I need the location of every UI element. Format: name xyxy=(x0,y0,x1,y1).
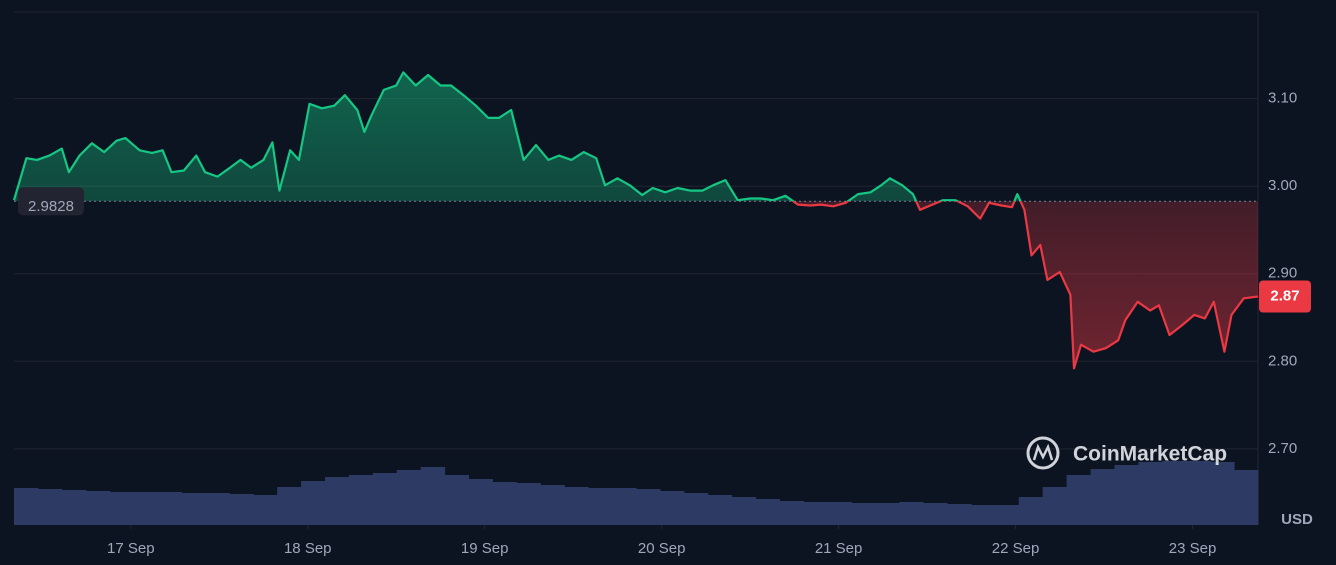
price xyxy=(12,71,1259,370)
volume-bar xyxy=(492,482,517,525)
volume-bar xyxy=(851,503,876,525)
volume-bar xyxy=(683,493,709,525)
volume-bar xyxy=(253,495,278,525)
volume-bar xyxy=(731,497,757,525)
volume-bar xyxy=(157,492,182,525)
volume-bar xyxy=(325,477,350,525)
volume-bar xyxy=(970,505,996,525)
volume-bar xyxy=(1210,462,1235,525)
area-up xyxy=(14,72,1258,202)
volume-bar xyxy=(588,488,613,525)
volume-bar xyxy=(564,487,589,525)
logo xyxy=(1026,436,1060,470)
volume-bar xyxy=(61,490,87,525)
watermark-text: CoinMarketCap xyxy=(1073,443,1227,466)
volume-bar xyxy=(827,502,852,525)
volume-bar xyxy=(85,491,111,525)
y-tick-label: 3.10 xyxy=(1268,90,1297,107)
volume-bar xyxy=(516,483,541,525)
y-tick-label: 2.90 xyxy=(1268,265,1297,282)
y-tick-label: 2.80 xyxy=(1268,352,1297,369)
x-tick-label: 20 Sep xyxy=(638,540,686,557)
x-tick-label: 22 Sep xyxy=(992,540,1040,557)
watermark: CoinMarketCap xyxy=(1026,436,1227,470)
volume-bar xyxy=(899,502,924,525)
logo xyxy=(1032,443,1054,461)
volume-bar xyxy=(109,492,135,525)
labels: 2.70 2.80 2.90 3.00 3.10 17 Sep 18 Sep 19 Sep 20… xyxy=(18,90,1311,557)
volume-bar xyxy=(1066,475,1092,525)
y-tick-label: 3.00 xyxy=(1268,177,1297,194)
baseline-label-box xyxy=(18,187,84,216)
volume-bar xyxy=(229,494,254,525)
volume xyxy=(14,461,1259,525)
volume-bar xyxy=(923,503,948,525)
volume-bar xyxy=(444,475,470,525)
volume-bar xyxy=(875,503,900,525)
volume-bar xyxy=(755,499,781,525)
volume-bar xyxy=(1138,462,1163,525)
volume-bar xyxy=(947,504,972,525)
volume-bar xyxy=(1234,470,1259,525)
volume-bar xyxy=(1114,465,1139,525)
volume-bar xyxy=(348,475,374,525)
volume-bar xyxy=(181,493,206,525)
volume-bar xyxy=(994,505,1020,525)
area-down xyxy=(793,201,1258,369)
volume-bar xyxy=(396,470,422,525)
x-tick-label: 18 Sep xyxy=(284,540,332,557)
x-tick-label: 23 Sep xyxy=(1169,540,1217,557)
volume-bar xyxy=(277,487,302,525)
volume-bar xyxy=(205,493,230,525)
volume-bar xyxy=(301,481,326,525)
volume-bar xyxy=(133,492,159,525)
price-line-down xyxy=(737,201,1259,370)
volume-bar xyxy=(37,489,63,525)
volume-bar xyxy=(1162,461,1187,525)
x-tick-label: 17 Sep xyxy=(107,540,155,557)
volume-bar xyxy=(468,479,493,525)
last-price-label: 2.87 xyxy=(1270,287,1299,304)
volume-bar xyxy=(636,489,661,525)
volume-bar xyxy=(779,501,804,525)
price-line-up xyxy=(12,71,1022,202)
volume-bar xyxy=(420,467,446,525)
volume-bar xyxy=(612,488,637,525)
x-tick-label: 21 Sep xyxy=(815,540,863,557)
volume-bar xyxy=(1090,469,1115,525)
volume-bar xyxy=(14,488,39,525)
currency-label: USD xyxy=(1281,511,1313,528)
baseline-label: 2.9828 xyxy=(28,198,74,215)
volume-bar xyxy=(803,502,828,525)
volume-bar xyxy=(707,495,733,525)
last-price-box xyxy=(1259,280,1311,313)
volume-bar xyxy=(1042,487,1068,525)
volume-bar xyxy=(540,485,565,525)
y-tick-label: 2.70 xyxy=(1268,440,1297,457)
volume-bar xyxy=(372,473,398,525)
volume-bar xyxy=(1186,461,1211,525)
volume-bar xyxy=(659,491,685,525)
x-tick-label: 19 Sep xyxy=(461,540,509,557)
volume-bar xyxy=(1018,497,1044,525)
